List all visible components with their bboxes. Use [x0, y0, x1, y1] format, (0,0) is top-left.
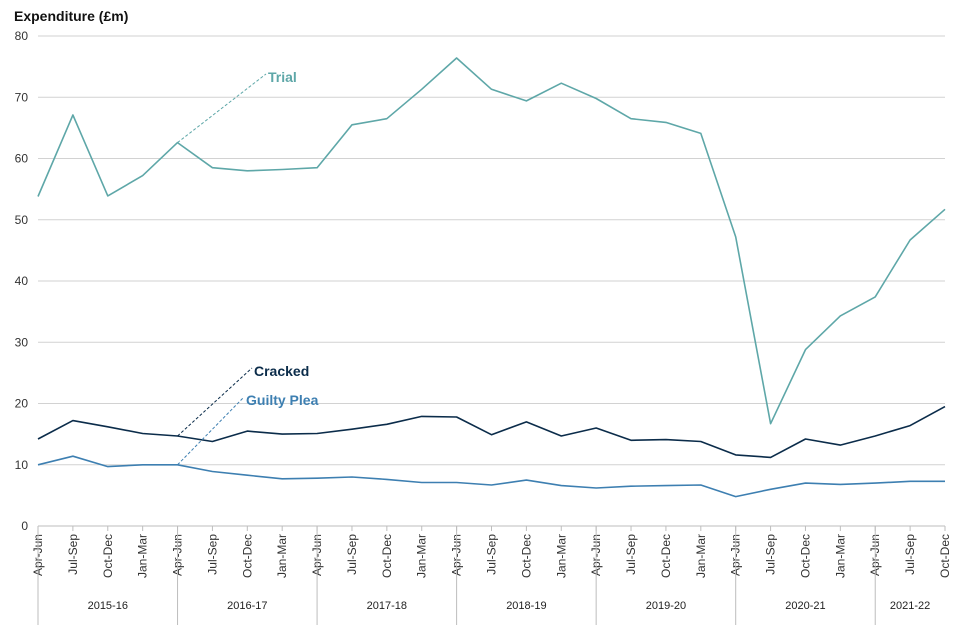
- year-label: 2015-16: [88, 600, 128, 612]
- x-tick-label: Oct-Dec: [240, 534, 254, 578]
- x-tick-label: Jul-Sep: [624, 534, 638, 575]
- year-label: 2018-19: [506, 600, 546, 612]
- year-label: 2017-18: [367, 600, 407, 612]
- series-label: Cracked: [254, 363, 309, 379]
- label-leader-line: [177, 73, 267, 143]
- series-label: Trial: [268, 69, 297, 85]
- x-tick-label: Jan-Mar: [415, 534, 429, 578]
- series-lines: [37, 57, 946, 498]
- x-tick-label: Jul-Sep: [345, 534, 359, 575]
- label-leader-line: [177, 396, 245, 466]
- x-tick-label: Oct-Dec: [101, 534, 115, 578]
- y-tick-label: 60: [15, 152, 29, 166]
- y-tick-label: 40: [15, 274, 29, 288]
- y-tick-label: 80: [15, 29, 29, 43]
- year-label: 2016-17: [227, 600, 267, 612]
- series-line-guilty-plea: [37, 455, 945, 498]
- y-axis-title: Expenditure (£m): [14, 8, 128, 24]
- x-tick-label: Oct-Dec: [380, 534, 394, 578]
- y-tick-label: 10: [15, 458, 29, 472]
- series-label: Guilty Plea: [246, 392, 319, 408]
- year-label: 2019-20: [646, 600, 686, 612]
- y-tick-label: 0: [21, 519, 28, 533]
- label-leader-line: [177, 367, 253, 437]
- year-label: 2020-21: [785, 600, 825, 612]
- y-tick-label: 30: [15, 335, 29, 349]
- y-tick-labels: 0 10 20 30 40 50 60 70 80: [15, 29, 29, 533]
- x-tick-label: Jul-Sep: [66, 534, 80, 575]
- x-axis: Apr-Jun Jul-Sep Oct-Dec Jan-Mar Apr-Jun Jul-S…: [31, 525, 952, 625]
- series-line-cracked: [37, 405, 946, 459]
- series-line-trial: [37, 57, 946, 425]
- x-tick-label: Oct-Dec: [659, 534, 673, 578]
- gridlines: [38, 35, 945, 466]
- y-tick-label: 50: [15, 213, 29, 227]
- x-tick-label: Jan-Mar: [833, 534, 847, 578]
- x-tick-label: Jul-Sep: [205, 534, 219, 575]
- x-tick-label: Jul-Sep: [485, 534, 499, 575]
- x-tick-label: Oct-Dec: [938, 534, 952, 578]
- x-tick-label: Jul-Sep: [903, 534, 917, 575]
- x-tick-label: Jan-Mar: [136, 534, 150, 578]
- x-tick-label: Jan-Mar: [694, 534, 708, 578]
- x-tick-label: Jan-Mar: [275, 534, 289, 578]
- y-tick-label: 20: [15, 397, 29, 411]
- year-label: 2021-22: [890, 600, 930, 612]
- y-tick-label: 70: [15, 90, 29, 104]
- series-labels: Trial Cracked Guilty Plea: [177, 69, 319, 466]
- x-tick-label: Oct-Dec: [798, 534, 812, 578]
- x-tick-label: Jul-Sep: [764, 534, 778, 575]
- x-tick-label: Oct-Dec: [519, 534, 533, 578]
- x-tick-label: Jan-Mar: [554, 534, 568, 578]
